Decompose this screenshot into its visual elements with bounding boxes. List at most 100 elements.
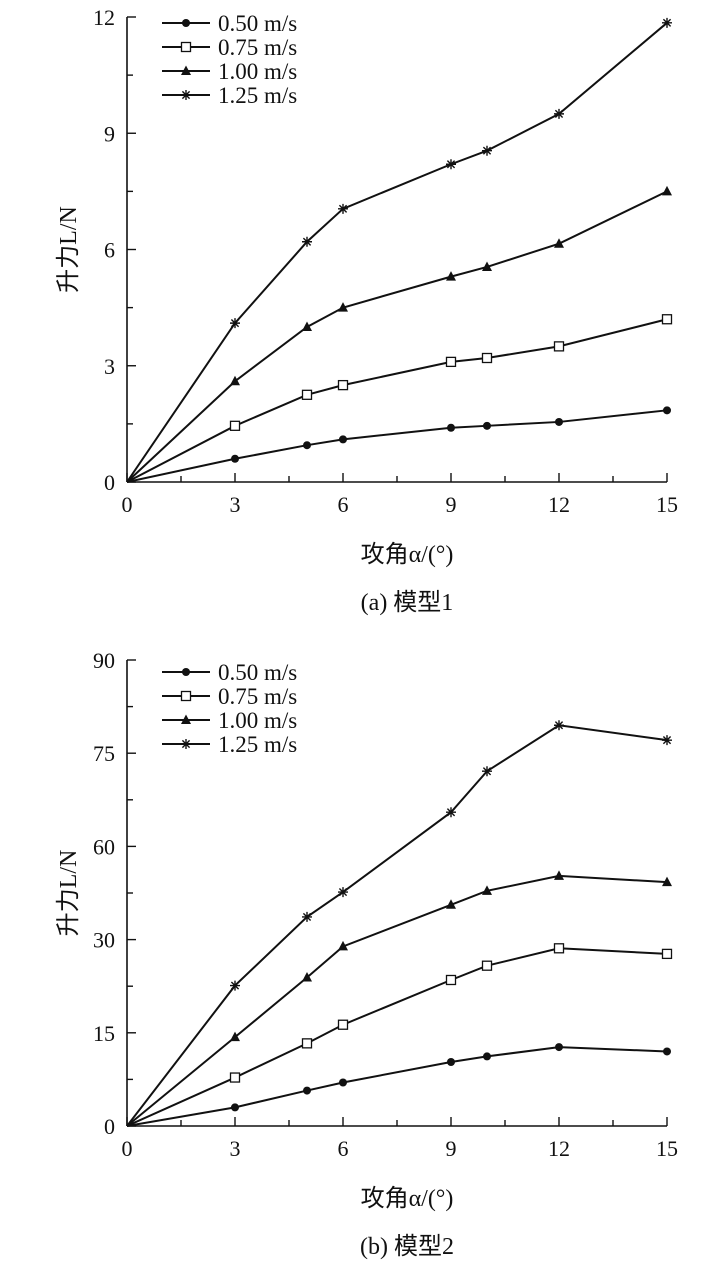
model2-data-point — [231, 1103, 239, 1112]
model1-data-point — [482, 145, 492, 156]
model2-data-point — [447, 1058, 455, 1067]
model1-axes — [126, 16, 668, 483]
model1-data-point — [554, 108, 564, 119]
model2-legend-label: 0.75 m/s — [218, 684, 297, 709]
model2-legend: 0.50 m/s0.75 m/s1.00 m/s1.25 m/s — [162, 660, 297, 757]
model2-y-tick-label: 0 — [104, 1114, 115, 1139]
model1-series-3 — [126, 185, 672, 483]
model2-y-tick-label: 30 — [93, 928, 115, 953]
model1-series-4 — [126, 17, 672, 483]
model1-data-point — [446, 271, 456, 281]
model1-legend-label: 1.25 m/s — [218, 83, 297, 108]
model1-y-axis-label: 升力L/N — [55, 206, 82, 293]
model2-data-point — [481, 960, 493, 971]
model1-series-line — [126, 318, 668, 483]
model1-legend-label: 1.00 m/s — [218, 59, 297, 84]
model2-data-point — [482, 766, 492, 777]
lift-chart-model-1: 0 3 6 9 12 15 0 3 6 9 12 攻角α/(°) 升力L/N (a) 模型1 0.50 m/… — [55, 5, 678, 616]
model1-x-tick-label: 0 — [122, 492, 133, 517]
model1-data-point — [303, 441, 311, 450]
model2-series-4 — [126, 720, 672, 1127]
model2-data-point — [445, 974, 457, 986]
model1-legend-label: 0.50 m/s — [218, 11, 297, 36]
model1-series-1 — [126, 406, 671, 483]
model1-data-point — [302, 321, 312, 331]
model2-legend-marker — [182, 668, 190, 676]
model1-legend-marker — [181, 65, 191, 75]
model1-y-tick-label: 9 — [104, 121, 115, 146]
model2-data-point — [662, 735, 672, 746]
model1-data-point — [229, 420, 241, 431]
model2-data-point — [303, 1086, 311, 1095]
model2-legend-label: 1.25 m/s — [218, 732, 297, 757]
model1-data-point — [662, 17, 672, 28]
model1-data-point — [301, 389, 313, 400]
model1-data-point — [553, 341, 565, 352]
model2-y-tick-label: 15 — [93, 1021, 115, 1046]
model1-legend-marker — [181, 90, 191, 100]
model1-data-point — [231, 454, 239, 463]
model1-series-2 — [126, 314, 673, 483]
model2-data-point — [555, 1043, 563, 1052]
model2-legend-marker — [181, 714, 191, 724]
model1-y-tick-label: 12 — [93, 5, 115, 30]
model1-caption: (a) 模型1 — [361, 589, 454, 616]
model2-x-tick-label: 12 — [548, 1136, 570, 1161]
model2-data-point — [229, 1072, 241, 1083]
model2-data-point — [554, 870, 564, 880]
model2-x-tick-label: 3 — [230, 1136, 241, 1161]
model2-series-1 — [126, 1043, 671, 1127]
model1-data-point — [482, 261, 492, 271]
model2-data-point — [483, 1052, 491, 1061]
model2-legend-label: 0.50 m/s — [218, 660, 297, 685]
model1-legend-marker — [180, 41, 192, 53]
model2-data-point — [337, 1019, 349, 1030]
chart-panel-a: 0 3 6 9 12 15 0 3 6 9 12 攻角α/(°) 升力L/N (a) 模型1 0.50 m/… — [0, 0, 709, 630]
model1-data-point — [339, 435, 347, 444]
model1-series-line — [126, 409, 668, 483]
model2-x-tick-label: 15 — [656, 1136, 678, 1161]
model2-data-point — [446, 899, 456, 909]
model2-x-tick-label: 9 — [446, 1136, 457, 1161]
model2-legend-label: 1.00 m/s — [218, 708, 297, 733]
model2-x-tick-label: 0 — [122, 1136, 133, 1161]
model1-legend-label: 0.75 m/s — [218, 35, 297, 60]
model1-data-point — [447, 423, 455, 432]
model1-data-point — [230, 375, 240, 386]
model2-data-point — [661, 948, 673, 960]
model1-y-tick-label: 0 — [104, 470, 115, 495]
model1-data-point — [445, 356, 457, 368]
model2-data-point — [339, 1078, 347, 1087]
model1-x-tick-label: 6 — [338, 492, 349, 517]
model2-axes — [126, 659, 668, 1127]
model2-y-tick-label: 60 — [93, 834, 115, 859]
model1-data-point — [662, 185, 672, 196]
model2-y-axis-label: 升力L/N — [55, 850, 82, 937]
model2-data-point — [230, 1031, 240, 1042]
model1-series-line — [126, 22, 668, 483]
model2-series-line — [126, 1046, 668, 1127]
model1-y-tick-label: 6 — [104, 238, 115, 263]
model2-data-point — [663, 1047, 671, 1056]
model2-data-point — [230, 980, 240, 991]
model2-data-point — [482, 885, 492, 895]
model1-data-point — [661, 314, 673, 325]
model1-x-tick-label: 15 — [656, 492, 678, 517]
model1-legend: 0.50 m/s0.75 m/s1.00 m/s1.25 m/s — [162, 11, 297, 108]
model1-data-point — [302, 236, 312, 247]
model2-series-line — [126, 724, 668, 1127]
model1-data-point — [481, 352, 493, 364]
model2-y-tick-label: 75 — [93, 741, 115, 766]
model2-data-point — [338, 940, 348, 951]
model2-data-point — [554, 720, 564, 731]
model1-data-point — [338, 302, 348, 312]
model1-data-point — [230, 318, 240, 329]
model1-x-tick-label: 12 — [548, 492, 570, 517]
model2-x-axis-label: 攻角α/(°) — [361, 1185, 454, 1212]
model2-data-point — [662, 876, 672, 887]
model2-series-2 — [126, 943, 673, 1127]
model1-data-point — [555, 417, 563, 426]
model2-series-line — [126, 874, 668, 1127]
model1-data-point — [338, 203, 348, 214]
model2-data-point — [302, 911, 312, 922]
